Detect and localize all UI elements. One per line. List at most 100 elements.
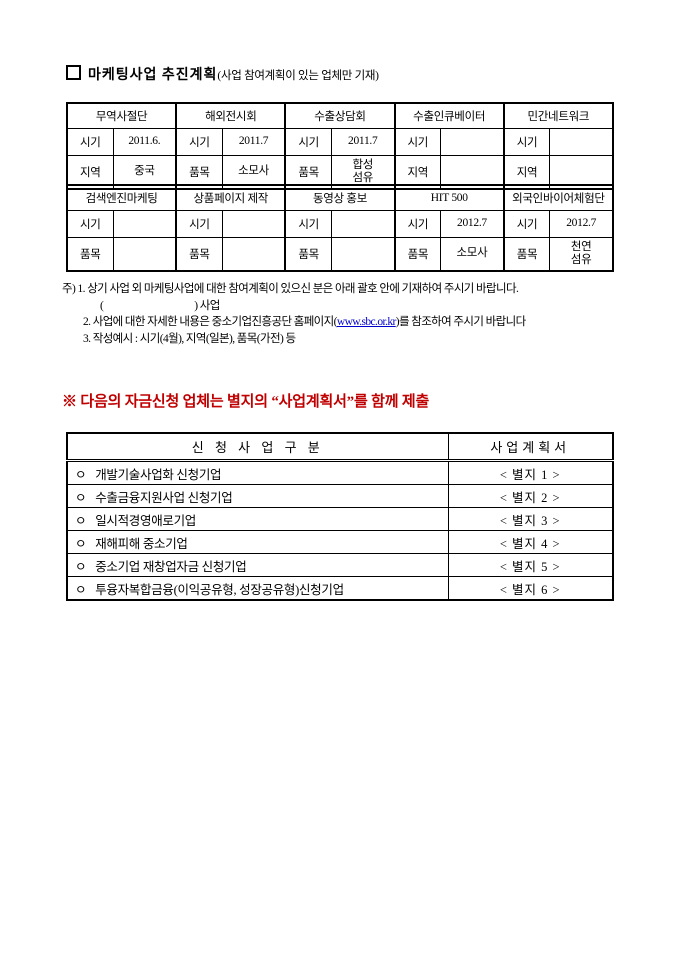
field-value-cell: 2011.6. [112, 128, 177, 156]
column-header-form: 사업계획서 [447, 432, 614, 462]
marketing-plan-table-bottom: 검색엔진마케팅 상품페이지 제작 동영상 홍보 HIT 500 외국인바이어체험… [65, 184, 614, 272]
form-cell: < 별지 1 > [447, 460, 614, 485]
form-cell: < 별지 2 > [447, 484, 614, 508]
note-blank-parenthesis: ( ) 사업 [100, 299, 220, 312]
group-header-cell: HIT 500 [393, 184, 505, 211]
field-label-cell: 시기 [175, 128, 223, 156]
field-value-cell [440, 128, 505, 156]
table-header-row: 신 청 사 업 구 분 사업계획서 [66, 432, 614, 462]
group-header-cell: 외국인바이어체험단 [502, 184, 614, 211]
field-label-cell: 시기 [284, 128, 332, 156]
table-row: ㅇ 재해피해 중소기업 < 별지 4 > [66, 530, 614, 554]
group-header-cell: 해외전시회 [175, 102, 286, 129]
title-main: 마케팅사업 추진계획 [88, 68, 218, 83]
bullet-icon: ㅇ [75, 467, 87, 482]
field-label-cell: 시기 [393, 128, 442, 156]
category-label: 일시적경영애로기업 [95, 513, 197, 528]
field-label-cell: 품목 [284, 237, 332, 272]
field-label-cell: 품목 [66, 237, 114, 272]
field-value-cell: 2011.7 [221, 128, 286, 156]
category-cell: ㅇ 일시적경영애로기업 [66, 507, 449, 531]
field-label-cell: 시기 [66, 128, 114, 156]
group-header-cell: 무역사절단 [65, 102, 177, 129]
note-line-3: 3. 작성예시 : 시기(4월), 지역(일본), 품목(가전) 등 [62, 331, 632, 348]
note-prefix: 주) 1. [62, 283, 86, 295]
column-header-category: 신 청 사 업 구 분 [66, 432, 449, 462]
note-text: )를 참조하여 주시기 바랍니다 [395, 316, 526, 328]
field-value-cell: 천연 섬유 [549, 237, 614, 272]
field-label-cell: 시기 [175, 210, 223, 238]
field-value-cell [221, 237, 286, 272]
table-row: ㅇ 중소기업 재창업자금 신청기업 < 별지 5 > [66, 553, 614, 577]
field-value-cell: 중국 [112, 155, 177, 190]
checkbox-square-icon [66, 65, 81, 80]
table-row: ㅇ 수출금융지원사업 신청기업 < 별지 2 > [66, 484, 614, 508]
table-row: 지역 중국 품목 소모사 품목 합성 섬유 지역 지역 [66, 155, 614, 190]
group-header-cell: 검색엔진마케팅 [65, 184, 177, 211]
table-row: 무역사절단 해외전시회 수출상담회 수출인큐베이터 민간네트워크 [65, 102, 614, 129]
field-value-cell: 2012.7 [440, 210, 505, 238]
form-cell: < 별지 5 > [447, 553, 614, 577]
field-value-cell: 소모사 [221, 155, 286, 190]
table-row: 시기 시기 시기 시기 2012.7 시기 2012.7 [66, 210, 614, 238]
group-header-cell: 수출인큐베이터 [393, 102, 505, 129]
category-cell: ㅇ 투융자복합금융(이익공유형, 성장공유형)신청기업 [66, 576, 449, 601]
field-label-cell: 시기 [502, 128, 551, 156]
table-row: 시기 2011.6. 시기 2011.7 시기 2011.7 시기 시기 [66, 128, 614, 156]
note-text: 사업에 대한 자세한 내용은 중소기업진흥공단 홈페이지( [92, 316, 338, 328]
category-cell: ㅇ 재해피해 중소기업 [66, 530, 449, 554]
category-label: 개발기술사업화 신청기업 [95, 467, 222, 482]
bullet-icon: ㅇ [75, 536, 87, 551]
field-value-cell [549, 155, 614, 190]
notes-section: 주) 1. 상기 사업 외 마케팅사업에 대한 참여계획이 있으신 분은 아래 … [62, 281, 632, 347]
field-value-cell [221, 210, 286, 238]
field-label-cell: 품목 [393, 237, 442, 272]
bullet-icon: ㅇ [75, 559, 87, 574]
group-header-cell: 상품페이지 제작 [175, 184, 286, 211]
submission-table: 신 청 사 업 구 분 사업계획서 ㅇ 개발기술사업화 신청기업 < 별지 1 >… [66, 432, 614, 601]
table-row: 품목 품목 품목 품목 소모사 품목 천연 섬유 [66, 237, 614, 272]
form-cell: < 별지 3 > [447, 507, 614, 531]
field-value-cell [330, 210, 396, 238]
note-text: 작성예시 : 시기(4월), 지역(일본), 품목(가전) 등 [92, 332, 296, 345]
field-label-cell: 지역 [393, 155, 442, 190]
field-value-cell: 2012.7 [549, 210, 614, 238]
field-value-cell: 소모사 [440, 237, 505, 272]
bullet-icon: ㅇ [75, 490, 87, 505]
submission-notice: ※ 다음의 자금신청 업체는 별지의 “사업계획서”를 함께 제출 [62, 390, 429, 411]
table-row: ㅇ 개발기술사업화 신청기업 < 별지 1 > [66, 460, 614, 485]
table-row: ㅇ 투융자복합금융(이익공유형, 성장공유형)신청기업 < 별지 6 > [66, 576, 614, 601]
category-label: 중소기업 재창업자금 신청기업 [95, 559, 247, 574]
title-paren: (사업 참여계획이 있는 업체만 기재) [217, 70, 379, 82]
field-label-cell: 지역 [66, 155, 114, 190]
table-row: ㅇ 일시적경영애로기업 < 별지 3 > [66, 507, 614, 531]
field-label-cell: 시기 [502, 210, 551, 238]
field-value-cell: 2011.7 [330, 128, 396, 156]
note-number: 2. [83, 316, 91, 328]
field-label-cell: 지역 [502, 155, 551, 190]
bullet-icon: ㅇ [75, 513, 87, 528]
bullet-icon: ㅇ [75, 582, 87, 597]
table-row: 검색엔진마케팅 상품페이지 제작 동영상 홍보 HIT 500 외국인바이어체험… [65, 184, 614, 211]
notice-text: 다음의 자금신청 업체는 별지의 “사업계획서”를 함께 제출 [80, 394, 430, 410]
sbc-homepage-link[interactable]: www.sbc.or.kr [336, 316, 396, 328]
field-value-cell [112, 237, 177, 272]
group-header-cell: 수출상담회 [284, 102, 396, 129]
field-value-cell [549, 128, 614, 156]
field-value-cell [330, 237, 396, 272]
category-cell: ㅇ 중소기업 재창업자금 신청기업 [66, 553, 449, 577]
marketing-plan-table-top: 무역사절단 해외전시회 수출상담회 수출인큐베이터 민간네트워크 시기 2011… [65, 102, 614, 190]
field-label-cell: 시기 [393, 210, 442, 238]
note-line-2: 2. 사업에 대한 자세한 내용은 중소기업진흥공단 홈페이지(www.sbc.… [62, 314, 632, 331]
field-label-cell: 시기 [284, 210, 332, 238]
page-title: 마케팅사업 추진계획(사업 참여계획이 있는 업체만 기재) [66, 64, 379, 84]
category-label: 수출금융지원사업 신청기업 [95, 490, 233, 505]
field-value-cell [440, 155, 505, 190]
category-label: 재해피해 중소기업 [95, 536, 188, 551]
field-label-cell: 품목 [175, 237, 223, 272]
category-cell: ㅇ 수출금융지원사업 신청기업 [66, 484, 449, 508]
category-label: 투융자복합금융(이익공유형, 성장공유형)신청기업 [95, 582, 344, 597]
group-header-cell: 민간네트워크 [502, 102, 614, 129]
field-label-cell: 품목 [502, 237, 551, 272]
